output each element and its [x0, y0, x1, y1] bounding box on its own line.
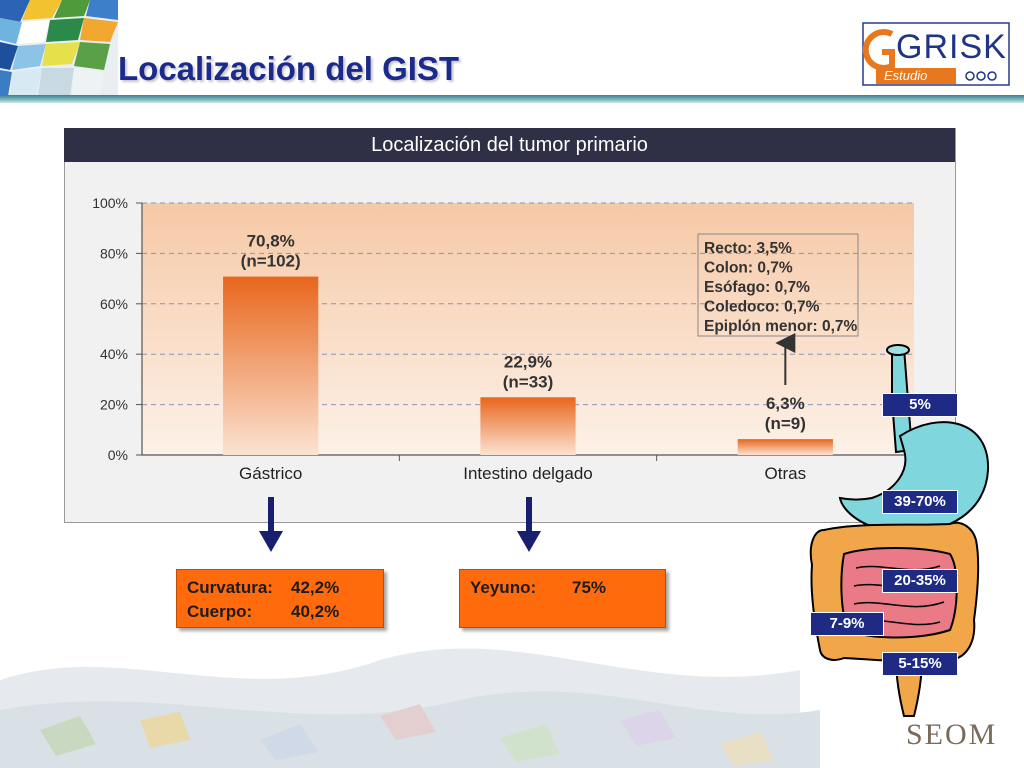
- annotation-line: Coledoco: 0,7%: [704, 299, 820, 316]
- y-tick-label: 0%: [108, 447, 128, 463]
- data-label: 6,3%: [766, 394, 805, 413]
- callout-value: 75%: [572, 578, 607, 597]
- title-divider: [0, 95, 1024, 103]
- x-tick-label: Intestino delgado: [463, 464, 593, 483]
- small-intestine-badge: 20-35%: [882, 569, 958, 593]
- bar-chart: 0% 20% 40% 60% 80% 100% Gástrico 70,8%(n=102) In…: [92, 195, 914, 483]
- x-tick-label: Otras: [765, 464, 807, 483]
- annotation-line: Colon: 0,7%: [704, 260, 793, 277]
- data-label-n: (n=9): [765, 414, 806, 433]
- callout-value: 42,2%: [291, 578, 340, 597]
- data-label-n: (n=102): [241, 252, 301, 271]
- down-arrow-gastric: [259, 497, 283, 552]
- data-label: 70,8%: [247, 232, 295, 251]
- mosaic-background-decoration: [0, 620, 1024, 768]
- callout-label: Cuerpo:: [187, 602, 253, 621]
- bar: [480, 397, 576, 455]
- callout-label: Yeyuno:: [470, 578, 537, 597]
- intestine-callout: Yeyuno: 75%: [459, 569, 666, 628]
- colon-badge: 7-9%: [810, 612, 884, 636]
- gastric-callout: Curvatura: 42,2% Cuerpo: 40,2%: [176, 569, 384, 628]
- callout-value: 40,2%: [291, 602, 340, 621]
- callout-label: Curvatura:: [187, 578, 273, 597]
- stomach-badge: 39-70%: [882, 490, 958, 514]
- annotation-line: Esófago: 0,7%: [704, 279, 810, 296]
- x-tick-label: Gástrico: [239, 464, 302, 483]
- bar: [223, 276, 319, 455]
- down-arrow-intestine: [517, 497, 541, 552]
- y-tick-label: 60%: [100, 296, 128, 312]
- bar: [737, 439, 833, 455]
- y-tick-label: 100%: [92, 195, 128, 211]
- esophagus-badge: 5%: [882, 393, 958, 417]
- grisk-logo: GRISK Estudio: [862, 22, 1012, 86]
- mosaic-decoration: [0, 0, 118, 96]
- slide-title: Localización del GIST: [118, 50, 460, 87]
- y-tick-label: 20%: [100, 397, 128, 413]
- data-label: 22,9%: [504, 352, 552, 371]
- chart-title: Localización del tumor primario: [64, 128, 955, 162]
- logo-wordmark: GRISK: [896, 28, 1007, 66]
- logo-subtitle: Estudio: [876, 68, 956, 84]
- y-tick-label: 40%: [100, 346, 128, 362]
- rectum-badge: 5-15%: [882, 652, 958, 676]
- seom-logo: SEOM: [906, 718, 998, 751]
- data-label-n: (n=33): [503, 372, 554, 391]
- y-tick-label: 80%: [100, 245, 128, 261]
- annotation-line: Epiplón menor: 0,7%: [704, 318, 858, 335]
- annotation-line: Recto: 3,5%: [704, 240, 792, 257]
